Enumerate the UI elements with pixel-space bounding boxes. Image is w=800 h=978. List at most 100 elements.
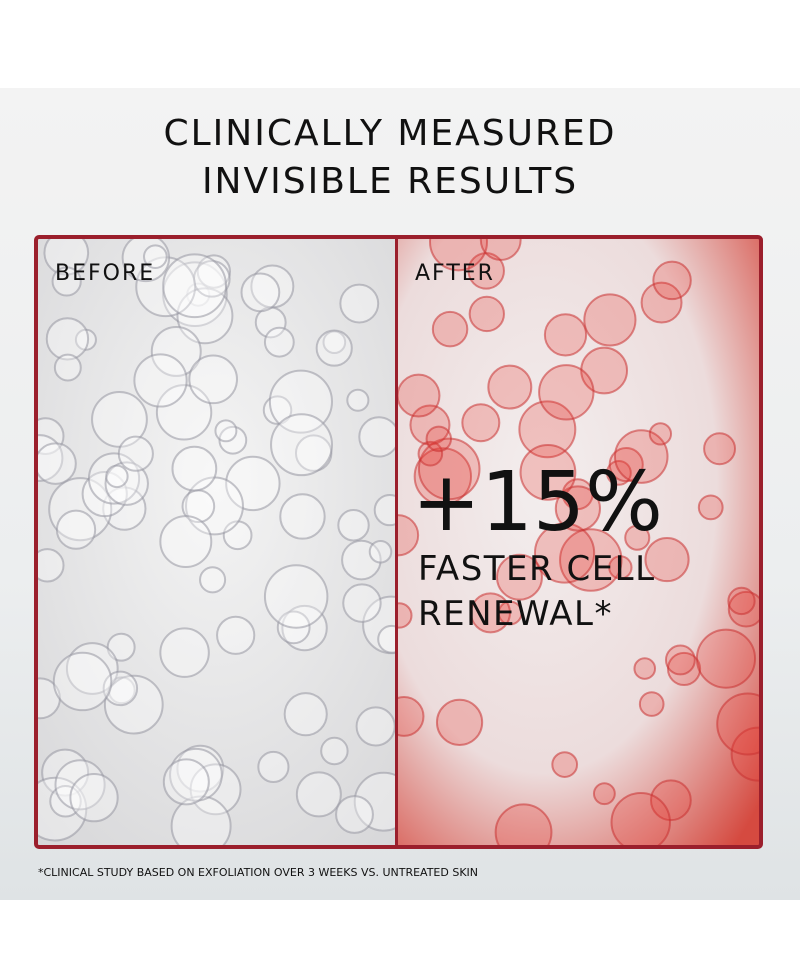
bubble (417, 437, 481, 501)
bubble (377, 624, 395, 654)
bubble (417, 440, 444, 467)
title-line: CLINICALLY MEASURED (163, 113, 616, 154)
bubble (429, 238, 489, 272)
bubble (69, 773, 119, 823)
bubble (652, 260, 692, 301)
bubble (189, 763, 242, 816)
bubble (461, 403, 501, 443)
bubble (592, 782, 616, 806)
bubble (608, 447, 644, 483)
bubble (295, 771, 342, 818)
bubble (188, 354, 238, 405)
bubble (496, 553, 543, 601)
bubble (170, 795, 232, 846)
bubble (225, 455, 281, 512)
bubble (162, 758, 210, 806)
bubble (409, 404, 451, 446)
bubble (281, 604, 328, 652)
bubble (155, 384, 213, 441)
bubble (320, 736, 349, 766)
bubble (270, 413, 333, 477)
bubble (610, 792, 671, 846)
bubble (335, 795, 374, 834)
bubble (425, 425, 453, 453)
bubble (263, 564, 329, 629)
headline: +15% (412, 455, 663, 550)
bubble (368, 539, 393, 564)
bubble (339, 283, 380, 324)
bubble (37, 548, 65, 583)
bubble (518, 400, 577, 459)
bubble (519, 443, 577, 501)
bubble (624, 524, 651, 551)
bubble (605, 459, 632, 486)
bubble (121, 238, 171, 283)
bubble (216, 615, 256, 655)
bubble (283, 692, 328, 737)
bubble (257, 750, 290, 784)
bubble (398, 602, 413, 629)
frame (34, 235, 763, 849)
bubble (43, 238, 90, 276)
bubble (81, 470, 128, 518)
bubble (479, 238, 522, 261)
bubble (633, 657, 657, 680)
bubble (554, 485, 601, 532)
bubble (644, 536, 690, 583)
bubble (240, 272, 281, 313)
bubble (45, 317, 90, 361)
bubble (559, 528, 623, 592)
bubble (355, 706, 395, 747)
bubble (54, 759, 106, 811)
bubble (87, 452, 141, 505)
title-line: INVISIBLE RESULTS (202, 161, 578, 202)
bubble (171, 445, 218, 492)
bubble (337, 509, 370, 542)
bubble (37, 417, 65, 455)
bubble (398, 514, 420, 557)
bubble (133, 353, 188, 408)
bubble (640, 281, 683, 324)
bubble (703, 432, 737, 466)
bubble (538, 364, 595, 421)
bubble (727, 590, 760, 628)
bubble (398, 695, 425, 737)
bubble (52, 651, 113, 712)
bubble (162, 253, 228, 319)
after-text: FASTER CELL (418, 549, 656, 589)
bubble (55, 509, 97, 550)
bubble (150, 325, 202, 377)
bubble (143, 244, 168, 270)
bubble (695, 628, 757, 689)
bubble (263, 326, 295, 358)
bubble (716, 692, 760, 756)
bubble (199, 566, 227, 594)
before-label: BEFORE (55, 261, 155, 286)
bubble (214, 419, 238, 443)
bubble (279, 493, 326, 540)
after-text: RENEWAL* (418, 594, 613, 634)
bubble (353, 771, 395, 832)
after-label: AFTER (415, 261, 495, 286)
bubble (583, 293, 637, 347)
bubble (37, 442, 77, 485)
bubble (159, 627, 210, 678)
bubble (398, 373, 441, 418)
bubble (468, 295, 505, 333)
bubble (102, 486, 147, 531)
bubble (103, 674, 164, 735)
bubble (435, 698, 484, 746)
bubble (53, 353, 82, 382)
bubble (727, 586, 756, 616)
bubble (551, 751, 579, 778)
bubble (105, 464, 129, 489)
bubble (117, 435, 154, 472)
bubble (469, 592, 511, 634)
bubble (104, 461, 149, 506)
bubble (664, 644, 696, 676)
before-bubbles (37, 238, 395, 846)
bubble (543, 313, 588, 357)
after-bubbles (398, 238, 760, 846)
bubble (373, 493, 395, 527)
